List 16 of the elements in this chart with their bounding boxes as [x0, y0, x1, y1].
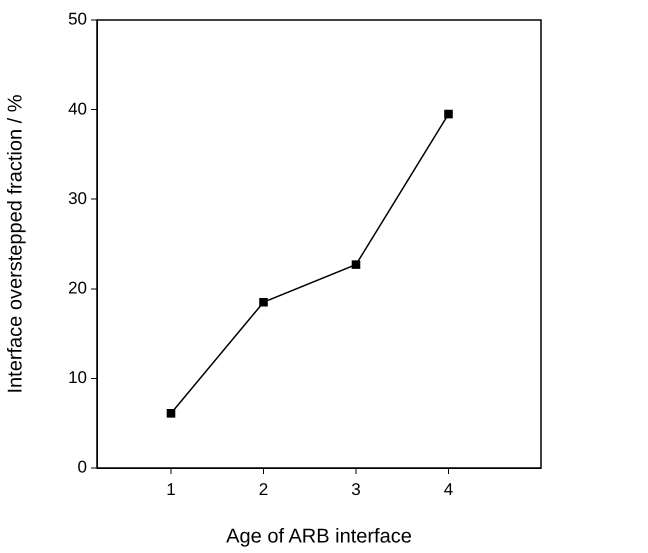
y-axis-title: Interface overstepped fraction / % [4, 94, 27, 394]
x-tick-label: 3 [351, 480, 361, 499]
x-axis-title: Age of ARB interface [226, 526, 412, 548]
point [352, 260, 360, 269]
point [444, 110, 453, 118]
y-tick-label: 10 [68, 368, 87, 388]
point [166, 409, 176, 418]
y-tick-label: 50 [68, 10, 87, 29]
x-tick-label: 2 [258, 480, 268, 499]
y-tick-label: 0 [78, 458, 87, 477]
x-tick-label: 1 [166, 480, 176, 499]
y-tick-label: 30 [68, 188, 87, 208]
y-tick-label: 20 [68, 278, 87, 298]
point [259, 298, 268, 307]
x-tick-label: 4 [444, 480, 454, 499]
y-tick-label: 40 [68, 99, 87, 118]
